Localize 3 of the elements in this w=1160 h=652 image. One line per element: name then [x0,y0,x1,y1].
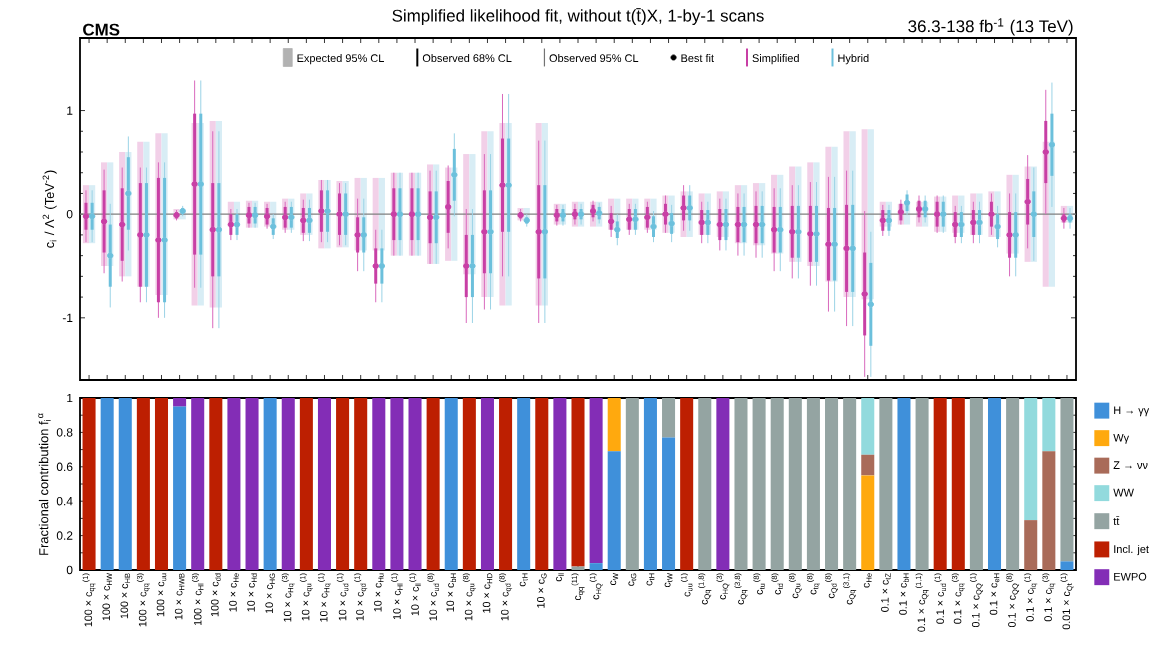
chart-title: Simplified likelihood fit, without t(t̄)X, 1-by-1 scans [392,8,764,25]
text: 36.3-138 fb$^{-1}$ (13 TeV) [908,18,1073,36]
text: CMS [83,23,120,36]
